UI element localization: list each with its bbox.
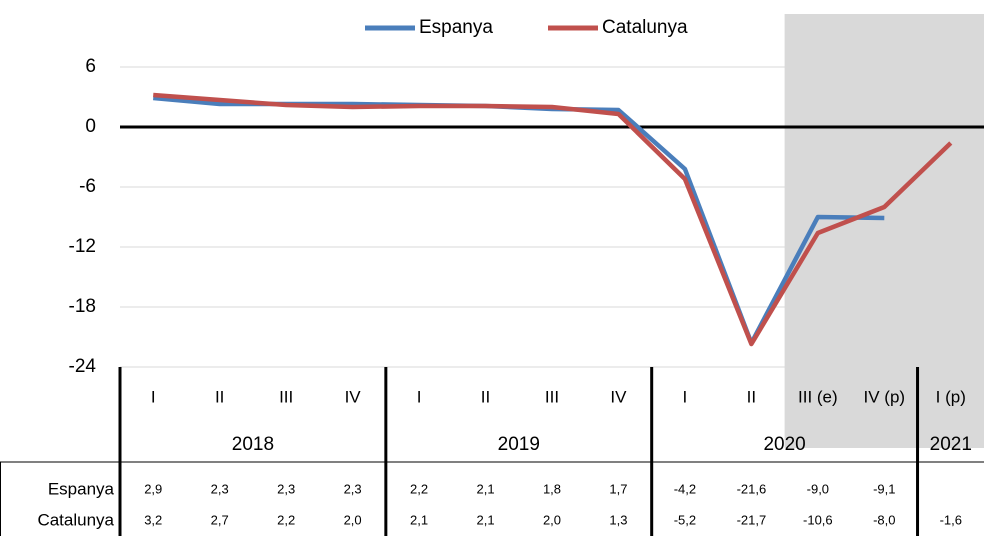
legend-label: Catalunya — [602, 17, 688, 38]
table-value: 2,1 — [410, 512, 428, 527]
table-row-label: Espanya — [48, 479, 115, 498]
x-tick-label: IV — [610, 387, 627, 406]
table-value: 1,3 — [609, 512, 627, 527]
table-value: 2,2 — [410, 481, 428, 496]
table-value: 2,3 — [344, 481, 362, 496]
y-tick-label: -6 — [79, 176, 96, 197]
y-tick-label: 6 — [85, 56, 96, 77]
series-line — [153, 92, 953, 347]
x-tick-label: III — [279, 387, 293, 406]
x-tick-label: II — [481, 387, 490, 406]
x-tick-label: I — [151, 387, 156, 406]
group-label: 2020 — [763, 434, 805, 455]
table-value: 2,3 — [211, 481, 229, 496]
table-value: -10,6 — [803, 512, 833, 527]
table-value: -21,7 — [737, 512, 767, 527]
table-value: -4,2 — [674, 481, 696, 496]
y-tick-label: -18 — [69, 296, 96, 317]
legend-label: Espanya — [419, 17, 493, 38]
table-value: -8,0 — [873, 512, 895, 527]
x-tick-label: III — [545, 387, 559, 406]
table-value: 2,9 — [144, 481, 162, 496]
y-tick-label: -12 — [69, 236, 96, 257]
group-label: 2018 — [232, 434, 274, 455]
table-value: 1,7 — [609, 481, 627, 496]
table-value: -1,6 — [940, 512, 962, 527]
table-value: 2,2 — [277, 512, 295, 527]
group-label: 2019 — [498, 434, 540, 455]
table-value: -9,0 — [807, 481, 829, 496]
x-tick-label: III (e) — [798, 387, 838, 406]
table-value: 2,0 — [344, 512, 362, 527]
group-label: 2021 — [930, 434, 972, 455]
x-tick-label: II — [215, 387, 224, 406]
table-value: 2,3 — [277, 481, 295, 496]
table-value: -9,1 — [873, 481, 895, 496]
x-tick-label: IV (p) — [864, 387, 906, 406]
x-tick-label: I — [417, 387, 422, 406]
table-value: -21,6 — [737, 481, 767, 496]
table-value: 3,2 — [144, 512, 162, 527]
x-tick-label: IV — [345, 387, 362, 406]
table-value: 2,0 — [543, 512, 561, 527]
table-value: -5,2 — [674, 512, 696, 527]
table-value: 2,7 — [211, 512, 229, 527]
shaded-region — [784, 14, 984, 448]
table-row-label: Catalunya — [37, 510, 114, 529]
y-tick-label: 0 — [85, 116, 96, 137]
table-value: 2,1 — [476, 481, 494, 496]
x-tick-label: I (p) — [936, 387, 966, 406]
x-tick-label: II — [747, 387, 756, 406]
x-tick-label: I — [683, 387, 688, 406]
table-value: 1,8 — [543, 481, 561, 496]
y-tick-label: -24 — [69, 356, 97, 377]
table-value: 2,1 — [476, 512, 494, 527]
